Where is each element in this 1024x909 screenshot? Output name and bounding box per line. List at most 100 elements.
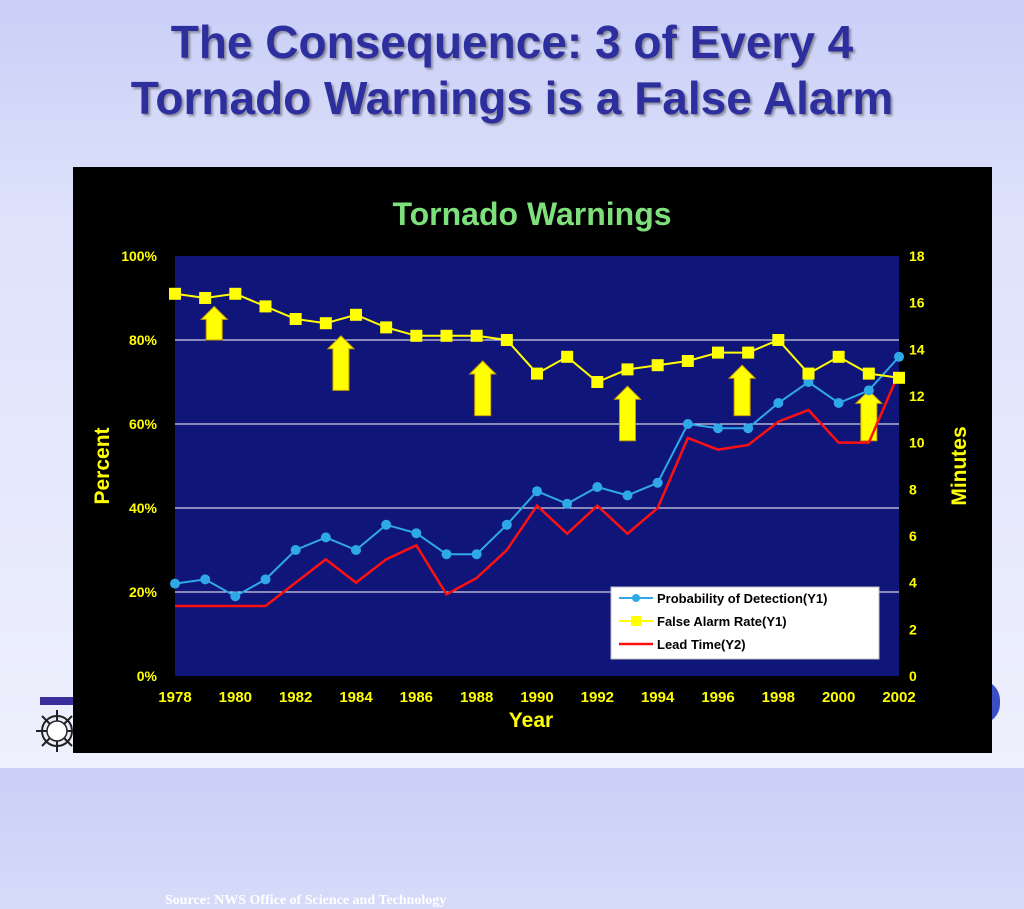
- pod-point: [441, 549, 452, 560]
- far-point: [500, 334, 513, 346]
- pod-point: [743, 423, 754, 434]
- far-point: [742, 346, 755, 359]
- x-tick-label: 1986: [400, 689, 433, 706]
- tornado-warnings-chart: 0% 20% 40% 60% 80% 100% 0 2 4 6 8 10 12 14 16 18 1978 198…: [91, 196, 971, 732]
- pod-point: [773, 398, 784, 408]
- x-tick-label: 1996: [701, 689, 734, 706]
- chart-frame: 0% 20% 40% 60% 80% 100% 0 2 4 6 8 10 12 14 16 18 1978 198…: [73, 167, 992, 908]
- y2-tick-label: 12: [909, 388, 925, 404]
- x-axis-label: Year: [509, 709, 553, 732]
- far-point: [169, 287, 181, 300]
- far-point: [651, 359, 664, 372]
- legend-pod-marker: [632, 594, 640, 602]
- y2-tick-label: 10: [909, 435, 925, 451]
- legend-lead-label: Lead Time(Y2): [657, 637, 746, 652]
- pod-point: [863, 385, 874, 396]
- pod-point: [320, 532, 331, 543]
- y2-tick-label: 6: [909, 528, 917, 544]
- slide-title-line2: Tornado Warnings is a False Alarm: [130, 72, 894, 124]
- y-axis-label: Percent: [91, 427, 114, 504]
- far-point: [531, 367, 543, 380]
- y2-tick-label: 14: [909, 341, 925, 357]
- up-arrow-icon: [468, 360, 497, 417]
- pod-point: [351, 545, 361, 555]
- x-tick-label: 1998: [762, 689, 795, 706]
- far-point: [772, 334, 785, 346]
- far-point: [229, 287, 242, 300]
- footer-band: [40, 697, 90, 705]
- far-point: [319, 317, 332, 330]
- y2-tick-label: 18: [909, 248, 925, 264]
- far-point: [802, 367, 815, 380]
- x-tick-label: 1988: [460, 689, 493, 706]
- chart-title: Tornado Warnings: [392, 196, 671, 232]
- pod-point: [713, 423, 723, 434]
- far-point: [712, 346, 724, 359]
- x-tick-label: 1992: [581, 689, 614, 706]
- pod-point: [833, 398, 844, 408]
- far-point: [832, 350, 845, 363]
- y-tick-label: 100%: [121, 248, 157, 264]
- pod-point: [260, 574, 271, 585]
- y-tick-label: 60%: [129, 416, 158, 432]
- pod-point: [290, 545, 301, 555]
- up-arrow-icon: [200, 305, 229, 341]
- far-point: [199, 292, 212, 304]
- nsf-logo-icon: [36, 710, 78, 752]
- x-tick-label: 1982: [279, 689, 312, 706]
- x-tick-label: 2002: [882, 689, 915, 706]
- legend-far-label: False Alarm Rate(Y1): [657, 614, 787, 629]
- pod-point: [622, 490, 633, 501]
- series-line-lead: [175, 372, 901, 608]
- x-tick-label: 2000: [822, 689, 855, 706]
- legend: Probability of Detection(Y1) False Alarm…: [610, 586, 880, 660]
- pod-point: [682, 419, 693, 429]
- pod-point: [652, 477, 663, 488]
- far-point: [470, 329, 483, 342]
- y-tick-label: 80%: [129, 332, 158, 348]
- pod-point: [170, 578, 180, 589]
- y2-tick-label: 4: [909, 575, 917, 591]
- pod-point: [501, 519, 512, 530]
- y2-tick-label: 16: [909, 295, 925, 311]
- x-tick-label: 1980: [219, 689, 252, 706]
- far-point: [380, 321, 393, 334]
- pod-point: [532, 486, 542, 497]
- x-tick-label: 1978: [158, 689, 191, 706]
- source-note: Source: NWS Office of Science and Techno…: [165, 893, 447, 908]
- y2-tick-label: 8: [909, 481, 917, 497]
- far-point: [410, 329, 423, 342]
- slide-title-line1: The Consequence: 3 of Every 4: [170, 16, 854, 68]
- pod-point: [381, 519, 392, 530]
- far-point: [681, 355, 694, 367]
- pod-point: [562, 498, 573, 509]
- far-point: [289, 313, 302, 325]
- x-tick-label: 1994: [641, 689, 675, 706]
- pod-point: [471, 549, 482, 560]
- pod-point: [230, 591, 241, 602]
- far-point: [893, 371, 905, 384]
- y2-axis-label: Minutes: [948, 426, 971, 505]
- y-tick-label: 40%: [129, 500, 158, 516]
- up-arrow-icon: [326, 335, 356, 391]
- x-tick-label: 1990: [520, 689, 553, 706]
- pod-point: [894, 351, 904, 362]
- pod-point: [592, 482, 603, 492]
- far-point: [621, 363, 634, 376]
- legend-pod-label: Probability of Detection(Y1): [657, 591, 827, 606]
- y-tick-label: 0%: [137, 668, 158, 684]
- y-tick-label: 20%: [129, 584, 158, 600]
- pod-point: [411, 528, 422, 539]
- slide-title: The Consequence: 3 of Every 4 Tornado Wa…: [0, 14, 1024, 126]
- y2-tick-label: 0: [909, 668, 917, 684]
- far-point: [350, 308, 362, 321]
- y2-tick-label: 2: [909, 621, 917, 637]
- legend-box: [610, 586, 880, 660]
- far-point: [591, 376, 604, 388]
- up-arrow-icon: [727, 364, 757, 417]
- far-point: [862, 367, 875, 380]
- far-point: [259, 300, 272, 313]
- legend-far-marker: [631, 616, 641, 626]
- far-point: [561, 350, 574, 363]
- pod-point: [200, 574, 211, 585]
